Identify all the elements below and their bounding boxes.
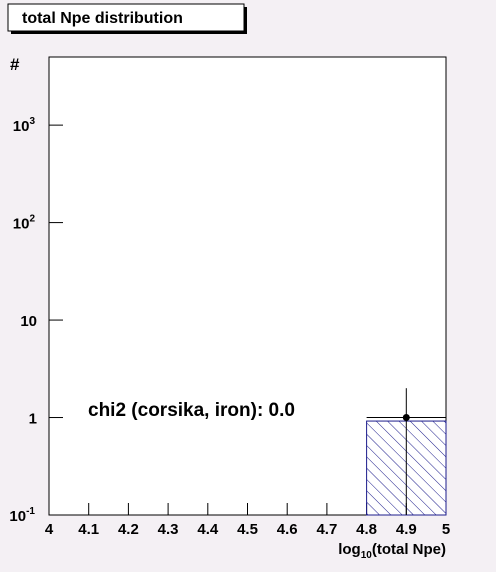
y-tick-label: 103 xyxy=(13,116,36,135)
x-tick-label: 4.4 xyxy=(197,521,219,538)
x-tick-label: 4.8 xyxy=(356,521,377,538)
y-axis-label: # xyxy=(10,55,20,74)
x-tick-label: 4.3 xyxy=(158,521,179,538)
y-tick-base: 10 xyxy=(13,118,30,135)
y-tick-exponent: 2 xyxy=(29,214,35,225)
x-tick-label: 4 xyxy=(45,521,54,538)
title-box xyxy=(7,3,245,32)
y-tick-label: 1 xyxy=(29,411,37,428)
y-tick-base: 10 xyxy=(13,216,30,233)
x-tick-label: 4.9 xyxy=(396,521,417,538)
x-axis-label: log10(total Npe) xyxy=(338,541,446,561)
x-label-suffix: (total Npe) xyxy=(372,541,446,558)
x-tick-label: 5 xyxy=(442,521,450,538)
data-point xyxy=(402,414,410,422)
y-tick-label: 10 xyxy=(20,313,37,330)
x-tick-label: 4.7 xyxy=(316,521,337,538)
x-tick-label: 4.6 xyxy=(277,521,298,538)
x-label-text: log xyxy=(338,541,361,558)
y-tick-exponent: -1 xyxy=(26,506,35,517)
y-tick-exponent: 3 xyxy=(29,116,35,127)
x-tick-label: 4.1 xyxy=(78,521,99,538)
annotation: chi2 (corsika, iron): 0.0 xyxy=(88,400,295,421)
x-label-subscript: 10 xyxy=(361,550,373,561)
y-tick-label: 102 xyxy=(13,214,36,233)
x-tick-label: 4.2 xyxy=(118,521,139,538)
chart-title: total Npe distribution xyxy=(22,10,183,27)
y-tick-base: 10 xyxy=(9,508,26,525)
y-tick-label: 10-1 xyxy=(9,506,35,525)
x-tick-label: 4.5 xyxy=(237,521,258,538)
